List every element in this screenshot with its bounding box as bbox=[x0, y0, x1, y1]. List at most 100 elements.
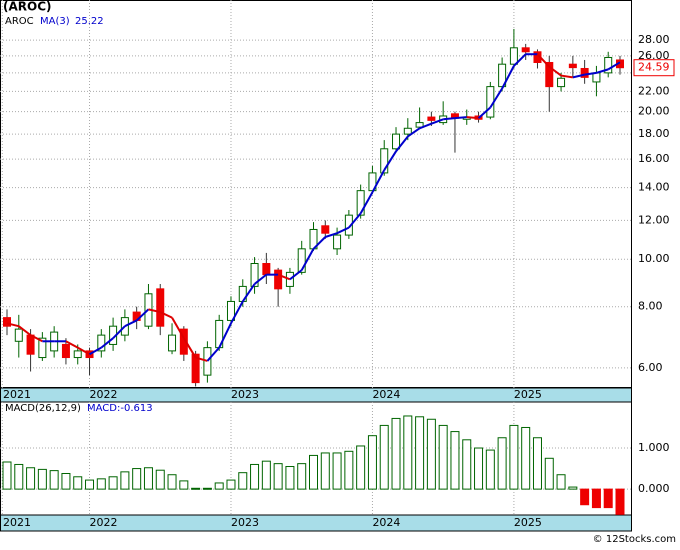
macd-bar bbox=[85, 479, 95, 490]
candle-body bbox=[415, 122, 424, 128]
ma-line bbox=[195, 356, 208, 362]
marks: 6.00 8.00 10.00 12.00 14.00 16.00 18.00 20.00 22… bbox=[0, 0, 675, 529]
macd-bar bbox=[179, 480, 189, 490]
candle-body bbox=[250, 263, 259, 287]
candle-body bbox=[203, 347, 212, 376]
macd-bar bbox=[509, 424, 519, 490]
macd-bar bbox=[367, 435, 377, 490]
macd-bar bbox=[285, 466, 295, 490]
ma-line bbox=[6, 322, 20, 328]
macd-bar bbox=[474, 447, 484, 490]
macd-bar bbox=[273, 463, 283, 490]
macd-bar bbox=[2, 461, 12, 490]
candle-body bbox=[427, 116, 436, 121]
ma-line bbox=[501, 65, 515, 89]
y-tick-label: 1.000 bbox=[638, 441, 670, 454]
legend-symbol: AROC bbox=[5, 16, 34, 27]
candle-body bbox=[356, 190, 365, 216]
macd-bar bbox=[214, 482, 224, 490]
macd-legend: MACD(26,12,9) bbox=[5, 403, 81, 414]
macd-bar bbox=[580, 488, 590, 506]
candle-body bbox=[168, 334, 177, 352]
ma-line bbox=[277, 273, 291, 281]
ma-line bbox=[124, 319, 138, 328]
macd-bar bbox=[450, 431, 460, 490]
ma-line bbox=[371, 169, 386, 193]
macd-bar bbox=[120, 471, 130, 490]
y-tick-label: 22.00 bbox=[638, 84, 670, 97]
macd-bar bbox=[261, 460, 271, 490]
ma-line bbox=[443, 117, 456, 121]
y-tick-label: 26.00 bbox=[638, 49, 670, 62]
macd-bar bbox=[167, 474, 177, 490]
legend-ma: MA(3) bbox=[40, 16, 70, 27]
ma-line bbox=[431, 118, 444, 125]
candle-body bbox=[403, 127, 412, 135]
x-tick-label: 2025 bbox=[514, 516, 542, 529]
macd-bar bbox=[415, 416, 425, 490]
candle-body bbox=[73, 350, 82, 359]
candle-body bbox=[380, 148, 389, 174]
candle-body bbox=[557, 77, 566, 88]
ma-line bbox=[395, 135, 409, 152]
ma-line bbox=[513, 53, 527, 67]
candle-body bbox=[97, 334, 106, 352]
x-tick-label: 2024 bbox=[372, 388, 400, 401]
ma-line bbox=[182, 337, 197, 359]
macd-bar bbox=[14, 463, 24, 490]
ma-line bbox=[607, 61, 621, 71]
ma-line bbox=[135, 308, 150, 322]
macd-bar bbox=[61, 472, 71, 490]
candle-body bbox=[509, 47, 518, 65]
ma-line bbox=[336, 226, 350, 235]
ma-line bbox=[584, 71, 597, 76]
macd-bar bbox=[615, 488, 625, 515]
ma-line bbox=[18, 325, 32, 336]
candle-body bbox=[26, 334, 35, 355]
ma-line bbox=[77, 346, 91, 356]
candle-body bbox=[344, 214, 353, 236]
macd-bar bbox=[320, 452, 330, 490]
ma-line bbox=[419, 122, 432, 130]
macd-bar bbox=[132, 468, 142, 490]
chart-title: (AROC) bbox=[3, 0, 52, 14]
ma-line bbox=[159, 311, 173, 319]
candle-body bbox=[392, 133, 401, 150]
y-tick-label: 12.00 bbox=[638, 213, 670, 226]
macd-bar bbox=[108, 476, 118, 490]
y-tick-label: 16.00 bbox=[638, 152, 670, 165]
x-tick-label: 2025 bbox=[514, 388, 542, 401]
price-box bbox=[633, 59, 675, 77]
last-price: 24.59 bbox=[638, 61, 670, 74]
candle-body bbox=[3, 317, 11, 327]
candle-body bbox=[568, 63, 577, 69]
candle-body bbox=[285, 271, 294, 287]
date-strip bbox=[0, 514, 632, 532]
ma-line bbox=[383, 150, 397, 171]
candle-body bbox=[14, 328, 23, 342]
y-tick-label: 14.00 bbox=[638, 181, 670, 194]
candle-body bbox=[521, 47, 530, 53]
ma-line bbox=[100, 337, 114, 349]
macd-bar bbox=[426, 418, 436, 490]
candle-body bbox=[226, 300, 235, 321]
x-tick-label: 2022 bbox=[90, 388, 118, 401]
y-tick-label: 20.00 bbox=[638, 105, 670, 118]
ma-line bbox=[112, 325, 126, 339]
ma-line bbox=[548, 65, 562, 77]
ma-line bbox=[171, 317, 185, 339]
candle-body bbox=[85, 350, 94, 359]
x-tick-label: 2023 bbox=[231, 516, 259, 529]
candle-body bbox=[61, 343, 70, 359]
macd-bar bbox=[344, 450, 354, 490]
macd-bar bbox=[356, 445, 366, 490]
macd-bar bbox=[521, 426, 531, 490]
macd-bar bbox=[37, 468, 47, 490]
x-tick-label: 2024 bbox=[372, 516, 400, 529]
candle-body bbox=[604, 56, 613, 74]
ma-line bbox=[312, 236, 326, 250]
y-tick-label: 6.00 bbox=[638, 361, 663, 374]
ma-line bbox=[206, 346, 220, 362]
candle-body bbox=[545, 61, 554, 88]
